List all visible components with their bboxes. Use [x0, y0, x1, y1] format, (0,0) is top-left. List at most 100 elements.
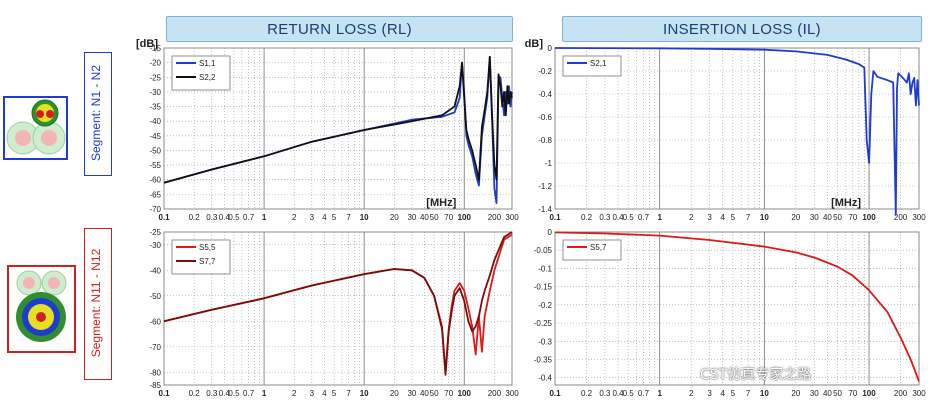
x-tick-label: 5: [332, 389, 337, 398]
x-tick-label: 1: [657, 213, 662, 222]
y-tick-label: -35: [149, 103, 161, 112]
y-unit-label: [dB]: [525, 38, 543, 50]
x-tick-label: 4: [322, 213, 327, 222]
x-tick-label: 0.4: [612, 389, 624, 398]
x-tick-label: 0.4: [219, 213, 231, 222]
x-tick-label: 40: [823, 389, 832, 398]
x-tick-label: 300: [505, 213, 519, 222]
legend-box: [171, 55, 231, 91]
y-tick-label: -0.4: [538, 90, 552, 99]
x-tick-label: 2: [292, 389, 297, 398]
x-tick-label: 200: [894, 213, 908, 222]
x-tick-label: 2: [689, 213, 694, 222]
x-tick-label: 3: [310, 389, 315, 398]
y-tick-label: -30: [149, 241, 161, 250]
segment-n11-n12-frame: [84, 228, 112, 380]
series-line-S2-1: [554, 47, 920, 216]
y-tick-label: -0.15: [534, 283, 553, 292]
x-tick-label: 30: [810, 389, 819, 398]
y-tick-label: -60: [149, 176, 161, 185]
x-tick-label: 3: [310, 213, 315, 222]
x-tick-label: 0.7: [243, 213, 255, 222]
y-tick-label: 0: [548, 228, 553, 237]
chart-return-loss-n1-n2: -15 -20 -25 -30 -35 -40 -45 -50 -55 -60 -65 -700.1 0…: [136, 38, 519, 222]
x-tick-label: 20: [791, 389, 800, 398]
y-tick-label: -60: [149, 317, 161, 326]
x-tick-label: 30: [407, 213, 416, 222]
x-tick-label: 0.7: [638, 389, 650, 398]
y-tick-label: -25: [149, 73, 161, 82]
segment-n11-n12-icon: [7, 265, 76, 353]
x-tick-label: 5: [731, 213, 736, 222]
y-tick-label: -45: [149, 132, 161, 141]
insertion-loss-header: INSERTION LOSS (IL): [562, 16, 922, 42]
y-tick-label: -0.35: [534, 356, 553, 365]
x-tick-label: 4: [720, 213, 725, 222]
x-tick-label: 300: [912, 213, 926, 222]
y-tick-label: -40: [149, 266, 161, 275]
x-tick-label: 7: [746, 213, 751, 222]
x-tick-label: 5: [731, 389, 736, 398]
x-tick-label: 0.2: [189, 213, 201, 222]
x-tick-label: 20: [791, 213, 800, 222]
x-tick-label: 0.3: [599, 389, 611, 398]
legend-label: S7,7: [199, 257, 216, 266]
x-tick-label: 5: [332, 213, 337, 222]
y-tick-label: -55: [149, 161, 161, 170]
x-tick-label: 30: [407, 389, 416, 398]
y-tick-label: -1: [545, 159, 553, 168]
y-tick-label: -0.2: [538, 67, 552, 76]
segment-n1-n2-label: Segment: N1 - N2: [89, 64, 103, 162]
x-tick-label: 1: [657, 389, 662, 398]
legend-box: [562, 55, 622, 77]
x-tick-label: 200: [488, 389, 502, 398]
x-tick-label: 7: [346, 389, 351, 398]
y-tick-label: -20: [149, 59, 161, 68]
x-tick-label: 0.4: [612, 213, 624, 222]
y-tick-label: -50: [149, 146, 161, 155]
y-tick-label: -80: [149, 368, 161, 377]
x-tick-label: 70: [848, 213, 857, 222]
x-tick-label: 0.5: [228, 213, 240, 222]
segment-n1-n2-icon: [3, 96, 68, 160]
x-tick-label: 20: [390, 213, 399, 222]
x-tick-label: 0.3: [206, 389, 218, 398]
x-tick-label: 0.7: [638, 213, 650, 222]
legend-label: S5,7: [590, 243, 607, 252]
chart-insertion-loss-n1-n2: 0-0.2-0.4-0.6-0.8-1-1.2-1.40.1 0.2 0.3 0.4 0…: [525, 38, 926, 222]
y-tick-label: -0.2: [538, 301, 552, 310]
x-tick-label: 300: [505, 389, 519, 398]
y-tick-label: -30: [149, 88, 161, 97]
x-tick-label: 50: [833, 213, 842, 222]
x-tick-label: 10: [760, 389, 769, 398]
segment-n1-n2-frame: [84, 52, 112, 176]
y-tick-label: -50: [149, 292, 161, 301]
y-tick-label: -0.4: [538, 374, 552, 383]
segment-n11-n12-label: Segment: N11 - N12: [89, 248, 103, 358]
y-tick-label: -15: [149, 44, 161, 53]
series-line-S5-7: [554, 231, 920, 382]
x-tick-label: 0.4: [219, 389, 231, 398]
y-tick-label: -0.3: [538, 337, 552, 346]
x-tick-label: 50: [430, 213, 439, 222]
series-line-S7-7: [163, 231, 513, 376]
y-tick-label: -0.8: [538, 136, 552, 145]
y-tick-label: -70: [149, 343, 161, 352]
x-tick-label: 0.3: [599, 213, 611, 222]
x-tick-label: 300: [912, 389, 926, 398]
x-tick-label: 0.3: [206, 213, 218, 222]
x-tick-label: 0.1: [549, 389, 561, 398]
y-tick-label: -70: [149, 205, 161, 214]
y-tick-label: -0.1: [538, 264, 552, 273]
x-tick-label: 10: [760, 213, 769, 222]
x-tick-label: 0.5: [623, 213, 635, 222]
x-tick-label: 0.5: [623, 389, 635, 398]
x-tick-label: 200: [488, 213, 502, 222]
legend-box: [562, 239, 622, 261]
y-tick-label: -40: [149, 117, 161, 126]
x-tick-label: 40: [420, 389, 429, 398]
y-tick-label: -0.05: [534, 246, 553, 255]
x-tick-label: 100: [458, 389, 472, 398]
x-tick-label: 40: [823, 213, 832, 222]
y-tick-label: -1.4: [538, 205, 552, 214]
